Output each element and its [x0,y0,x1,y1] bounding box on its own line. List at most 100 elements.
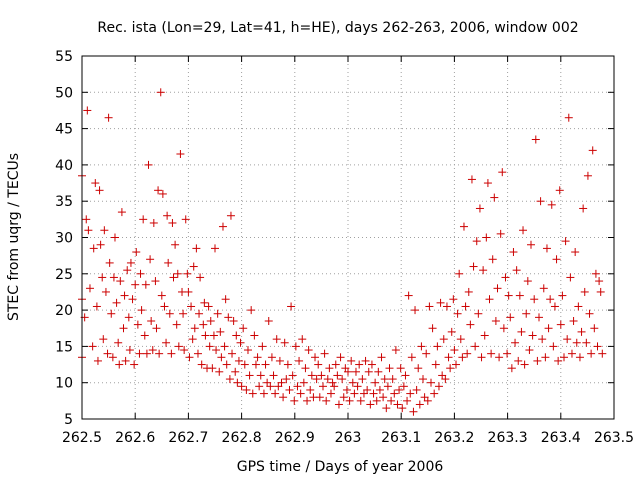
data-point [225,375,234,384]
data-point [525,346,534,355]
data-point [140,331,149,340]
data-point [538,335,547,344]
data-point [361,356,370,365]
data-point [507,364,516,373]
data-point [469,262,478,271]
data-point [547,200,556,209]
data-point [82,215,91,224]
x-tick-label: 263.3 [488,430,528,446]
data-point [189,262,198,271]
data-point [336,353,345,362]
data-point [477,353,486,362]
y-tick-label: 55 [55,49,73,65]
data-point [539,284,548,293]
data-point [303,396,312,405]
data-point [561,237,570,246]
data-point [277,378,286,387]
x-tick-label: 262.9 [275,430,315,446]
data-point [164,258,173,267]
data-point [580,287,589,296]
data-point [511,338,520,347]
data-point [298,335,307,344]
data-point [162,338,171,347]
data-point [369,389,378,398]
data-point [187,302,196,311]
data-point [121,356,130,365]
data-point [174,342,183,351]
data-point [287,302,296,311]
data-point [425,302,434,311]
data-point [180,346,189,355]
data-point [301,364,310,373]
data-point [399,382,408,391]
data-point [536,197,545,206]
data-point [338,375,347,384]
data-points [78,88,607,416]
data-point [552,255,561,264]
data-point [328,378,337,387]
data-point [229,316,238,325]
y-tick-label: 20 [55,303,73,319]
data-point [509,248,518,257]
data-point [318,382,327,391]
x-tick-label: 262.7 [168,430,208,446]
data-point [555,186,564,195]
data-point [571,248,580,257]
data-point [345,396,354,405]
data-point [228,349,237,358]
data-point [563,335,572,344]
data-point [550,302,559,311]
data-point [183,269,192,278]
data-point [387,396,396,405]
data-point [92,302,101,311]
data-point [157,291,166,300]
data-point [388,375,397,384]
data-point [541,353,550,362]
data-point [391,346,400,355]
data-point [598,349,607,358]
data-point [96,240,105,249]
data-point [171,240,180,249]
data-point [148,346,157,355]
data-point [334,400,343,409]
data-point [201,331,210,340]
data-point [84,226,93,235]
data-point [344,367,352,376]
data-point [245,371,254,380]
data-point [107,309,116,318]
data-point [137,306,146,315]
data-point [588,146,597,155]
data-point [91,179,100,188]
data-point [528,331,537,340]
data-point [577,327,586,336]
data-point [317,371,326,380]
data-point [261,360,270,369]
data-point [534,313,543,322]
data-point [495,353,504,362]
x-tick-labels: 262.5 262.6 262.7 262.8 262.9 263 263.1 263.2 26… [62,430,634,446]
data-point [546,295,555,304]
data-point [404,291,413,300]
data-point [428,324,437,333]
data-point [267,353,276,362]
data-point [315,393,324,402]
data-point [132,248,141,257]
data-point [574,302,583,311]
plot-frame [81,55,615,420]
data-point [243,346,252,355]
y-tick-label: 15 [55,339,73,355]
data-point [192,244,201,253]
data-point [146,255,155,264]
data-point [385,364,394,373]
data-point [401,371,410,380]
data-point [430,389,439,398]
data-point [196,273,205,282]
y-axis-label: STEC from uqrg / TECUs [6,153,22,321]
data-point [95,186,104,195]
data-point [482,233,491,242]
data-point [130,360,139,369]
data-point [514,356,523,365]
data-point [124,313,133,322]
data-point [544,324,553,333]
